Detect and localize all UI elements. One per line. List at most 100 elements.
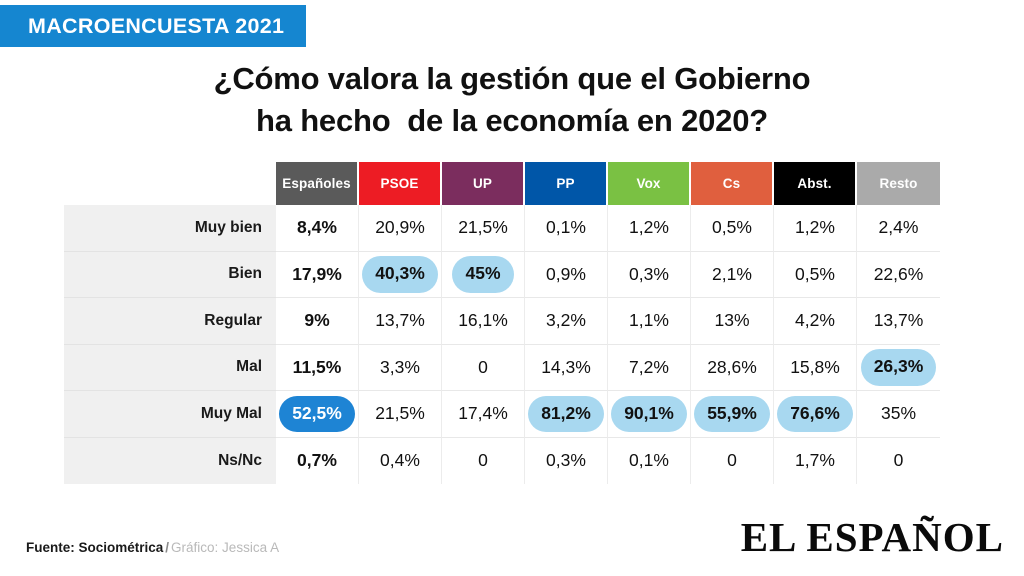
cell-psoe-2: 13,7% <box>359 298 442 345</box>
cell-cs-3: 28,6% <box>691 344 774 391</box>
table-row: Regular 9% 13,7% 16,1% 3,2% 1,1% 13% 4,2% 13,7% <box>64 298 940 345</box>
cell-espanoles-3: 11,5% <box>276 344 359 391</box>
cell-value-highlighted: 76,6% <box>777 395 853 432</box>
cell-resto-4: 35% <box>857 391 940 438</box>
cell-value: 0,5% <box>795 263 835 284</box>
cell-value: 28,6% <box>707 356 757 377</box>
column-header-espanoles[interactable]: Españoles <box>276 162 359 205</box>
cell-value: 20,9% <box>375 217 425 238</box>
cell-psoe-3: 3,3% <box>359 344 442 391</box>
cell-value: 15,8% <box>790 356 840 377</box>
column-header-pp[interactable]: PP <box>525 162 608 205</box>
cell-vox-0: 1,2% <box>608 205 691 252</box>
cell-value: 3,3% <box>380 356 420 377</box>
cell-resto-3: 26,3% <box>857 344 940 391</box>
cell-cs-0: 0,5% <box>691 205 774 252</box>
results-table-container: Españoles PSOE UP PP Vox Cs Abst. Resto Muy bie… <box>64 162 940 484</box>
cell-value: 3,2% <box>546 310 586 331</box>
macroencuesta-banner: MACROENCUESTA 2021 <box>0 5 307 47</box>
cell-abst-0: 1,2% <box>774 205 857 252</box>
table-body: Muy bien 8,4% 20,9% 21,5% 0,1% 1,2% 0,5% 1,2% 2,… <box>64 205 940 484</box>
cell-vox-1: 0,3% <box>608 251 691 298</box>
cell-pp-5: 0,3% <box>525 437 608 484</box>
table-row: Bien 17,9% 40,3% 45% 0,9% 0,3% 2,1% 0,5% 22,6% <box>64 251 940 298</box>
cell-value: 1,2% <box>629 217 669 238</box>
column-header-label: Abst. <box>797 176 832 191</box>
cell-up-0: 21,5% <box>442 205 525 252</box>
cell-value: 13,7% <box>375 310 425 331</box>
row-label-0: Muy bien <box>64 205 276 252</box>
cell-abst-4: 76,6% <box>774 391 857 438</box>
cell-value: 0,3% <box>629 263 669 284</box>
cell-resto-1: 22,6% <box>857 251 940 298</box>
row-label-4: Muy Mal <box>64 391 276 438</box>
cell-value: 14,3% <box>541 356 591 377</box>
cell-value: 16,1% <box>458 310 508 331</box>
results-table: Españoles PSOE UP PP Vox Cs Abst. Resto Muy bie… <box>64 162 940 484</box>
cell-psoe-0: 20,9% <box>359 205 442 252</box>
cell-pp-0: 0,1% <box>525 205 608 252</box>
cell-value: 22,6% <box>873 263 924 284</box>
row-label-5: Ns/Nc <box>64 437 276 484</box>
cell-value: 1,7% <box>795 450 835 471</box>
cell-espanoles-0: 8,4% <box>276 205 359 252</box>
cell-value: 21,5% <box>375 403 425 424</box>
cell-value: 0 <box>478 450 488 471</box>
cell-up-4: 17,4% <box>442 391 525 438</box>
cell-psoe-1: 40,3% <box>359 251 442 298</box>
cell-value: 0 <box>478 356 488 377</box>
column-header-up[interactable]: UP <box>442 162 525 205</box>
cell-vox-4: 90,1% <box>608 391 691 438</box>
cell-vox-5: 0,1% <box>608 437 691 484</box>
column-header-abst[interactable]: Abst. <box>774 162 857 205</box>
cell-up-1: 45% <box>442 251 525 298</box>
cell-value: 0 <box>727 450 737 471</box>
cell-value-highlighted: 26,3% <box>860 349 937 386</box>
cell-resto-0: 2,4% <box>857 205 940 252</box>
column-header-label: PP <box>556 176 575 191</box>
table-corner-cell <box>64 162 276 205</box>
row-label-2: Regular <box>64 298 276 345</box>
cell-value: 2,1% <box>712 263 752 284</box>
row-label-1: Bien <box>64 251 276 298</box>
cell-value-highlighted: 55,9% <box>694 395 770 432</box>
cell-up-2: 16,1% <box>442 298 525 345</box>
cell-value: 0,7% <box>297 450 337 471</box>
cell-value: 0,9% <box>546 263 586 284</box>
cell-psoe-4: 21,5% <box>359 391 442 438</box>
cell-value: 2,4% <box>878 217 919 238</box>
column-header-cs[interactable]: Cs <box>691 162 774 205</box>
cell-value: 9% <box>304 310 330 331</box>
table-row: Muy bien 8,4% 20,9% 21,5% 0,1% 1,2% 0,5% 1,2% 2,… <box>64 205 940 252</box>
source-label: Fuente: Sociométrica <box>26 540 164 555</box>
cell-up-3: 0 <box>442 344 525 391</box>
column-header-label: Vox <box>636 176 661 191</box>
table-row: Mal 11,5% 3,3% 0 14,3% 7,2% 28,6% 15,8% 26,3% <box>64 344 940 391</box>
cell-value: 0 <box>893 450 904 471</box>
cell-value: 8,4% <box>297 217 337 238</box>
cell-pp-3: 14,3% <box>525 344 608 391</box>
cell-espanoles-1: 17,9% <box>276 251 359 298</box>
column-header-resto[interactable]: Resto <box>857 162 940 205</box>
cell-cs-5: 0 <box>691 437 774 484</box>
cell-psoe-5: 0,4% <box>359 437 442 484</box>
cell-value: 35% <box>880 403 917 424</box>
column-header-label: Resto <box>879 176 918 191</box>
cell-espanoles-4: 52,5% <box>276 391 359 438</box>
column-header-psoe[interactable]: PSOE <box>359 162 442 205</box>
column-header-label: Españoles <box>282 176 351 191</box>
cell-cs-2: 13% <box>691 298 774 345</box>
banner-label: MACROENCUESTA 2021 <box>28 13 285 38</box>
cell-pp-4: 81,2% <box>525 391 608 438</box>
page-title: ¿Cómo valora la gestión que el Gobierno … <box>213 61 811 138</box>
cell-abst-3: 15,8% <box>774 344 857 391</box>
cell-value: 0,1% <box>546 217 586 238</box>
column-header-vox[interactable]: Vox <box>608 162 691 205</box>
cell-value-highlighted: 40,3% <box>362 256 438 293</box>
cell-vox-3: 7,2% <box>608 344 691 391</box>
cell-value-highlighted: 90,1% <box>611 395 687 432</box>
cell-value: 0,5% <box>712 217 752 238</box>
cell-resto-2: 13,7% <box>857 298 940 345</box>
column-header-label: UP <box>473 176 492 191</box>
